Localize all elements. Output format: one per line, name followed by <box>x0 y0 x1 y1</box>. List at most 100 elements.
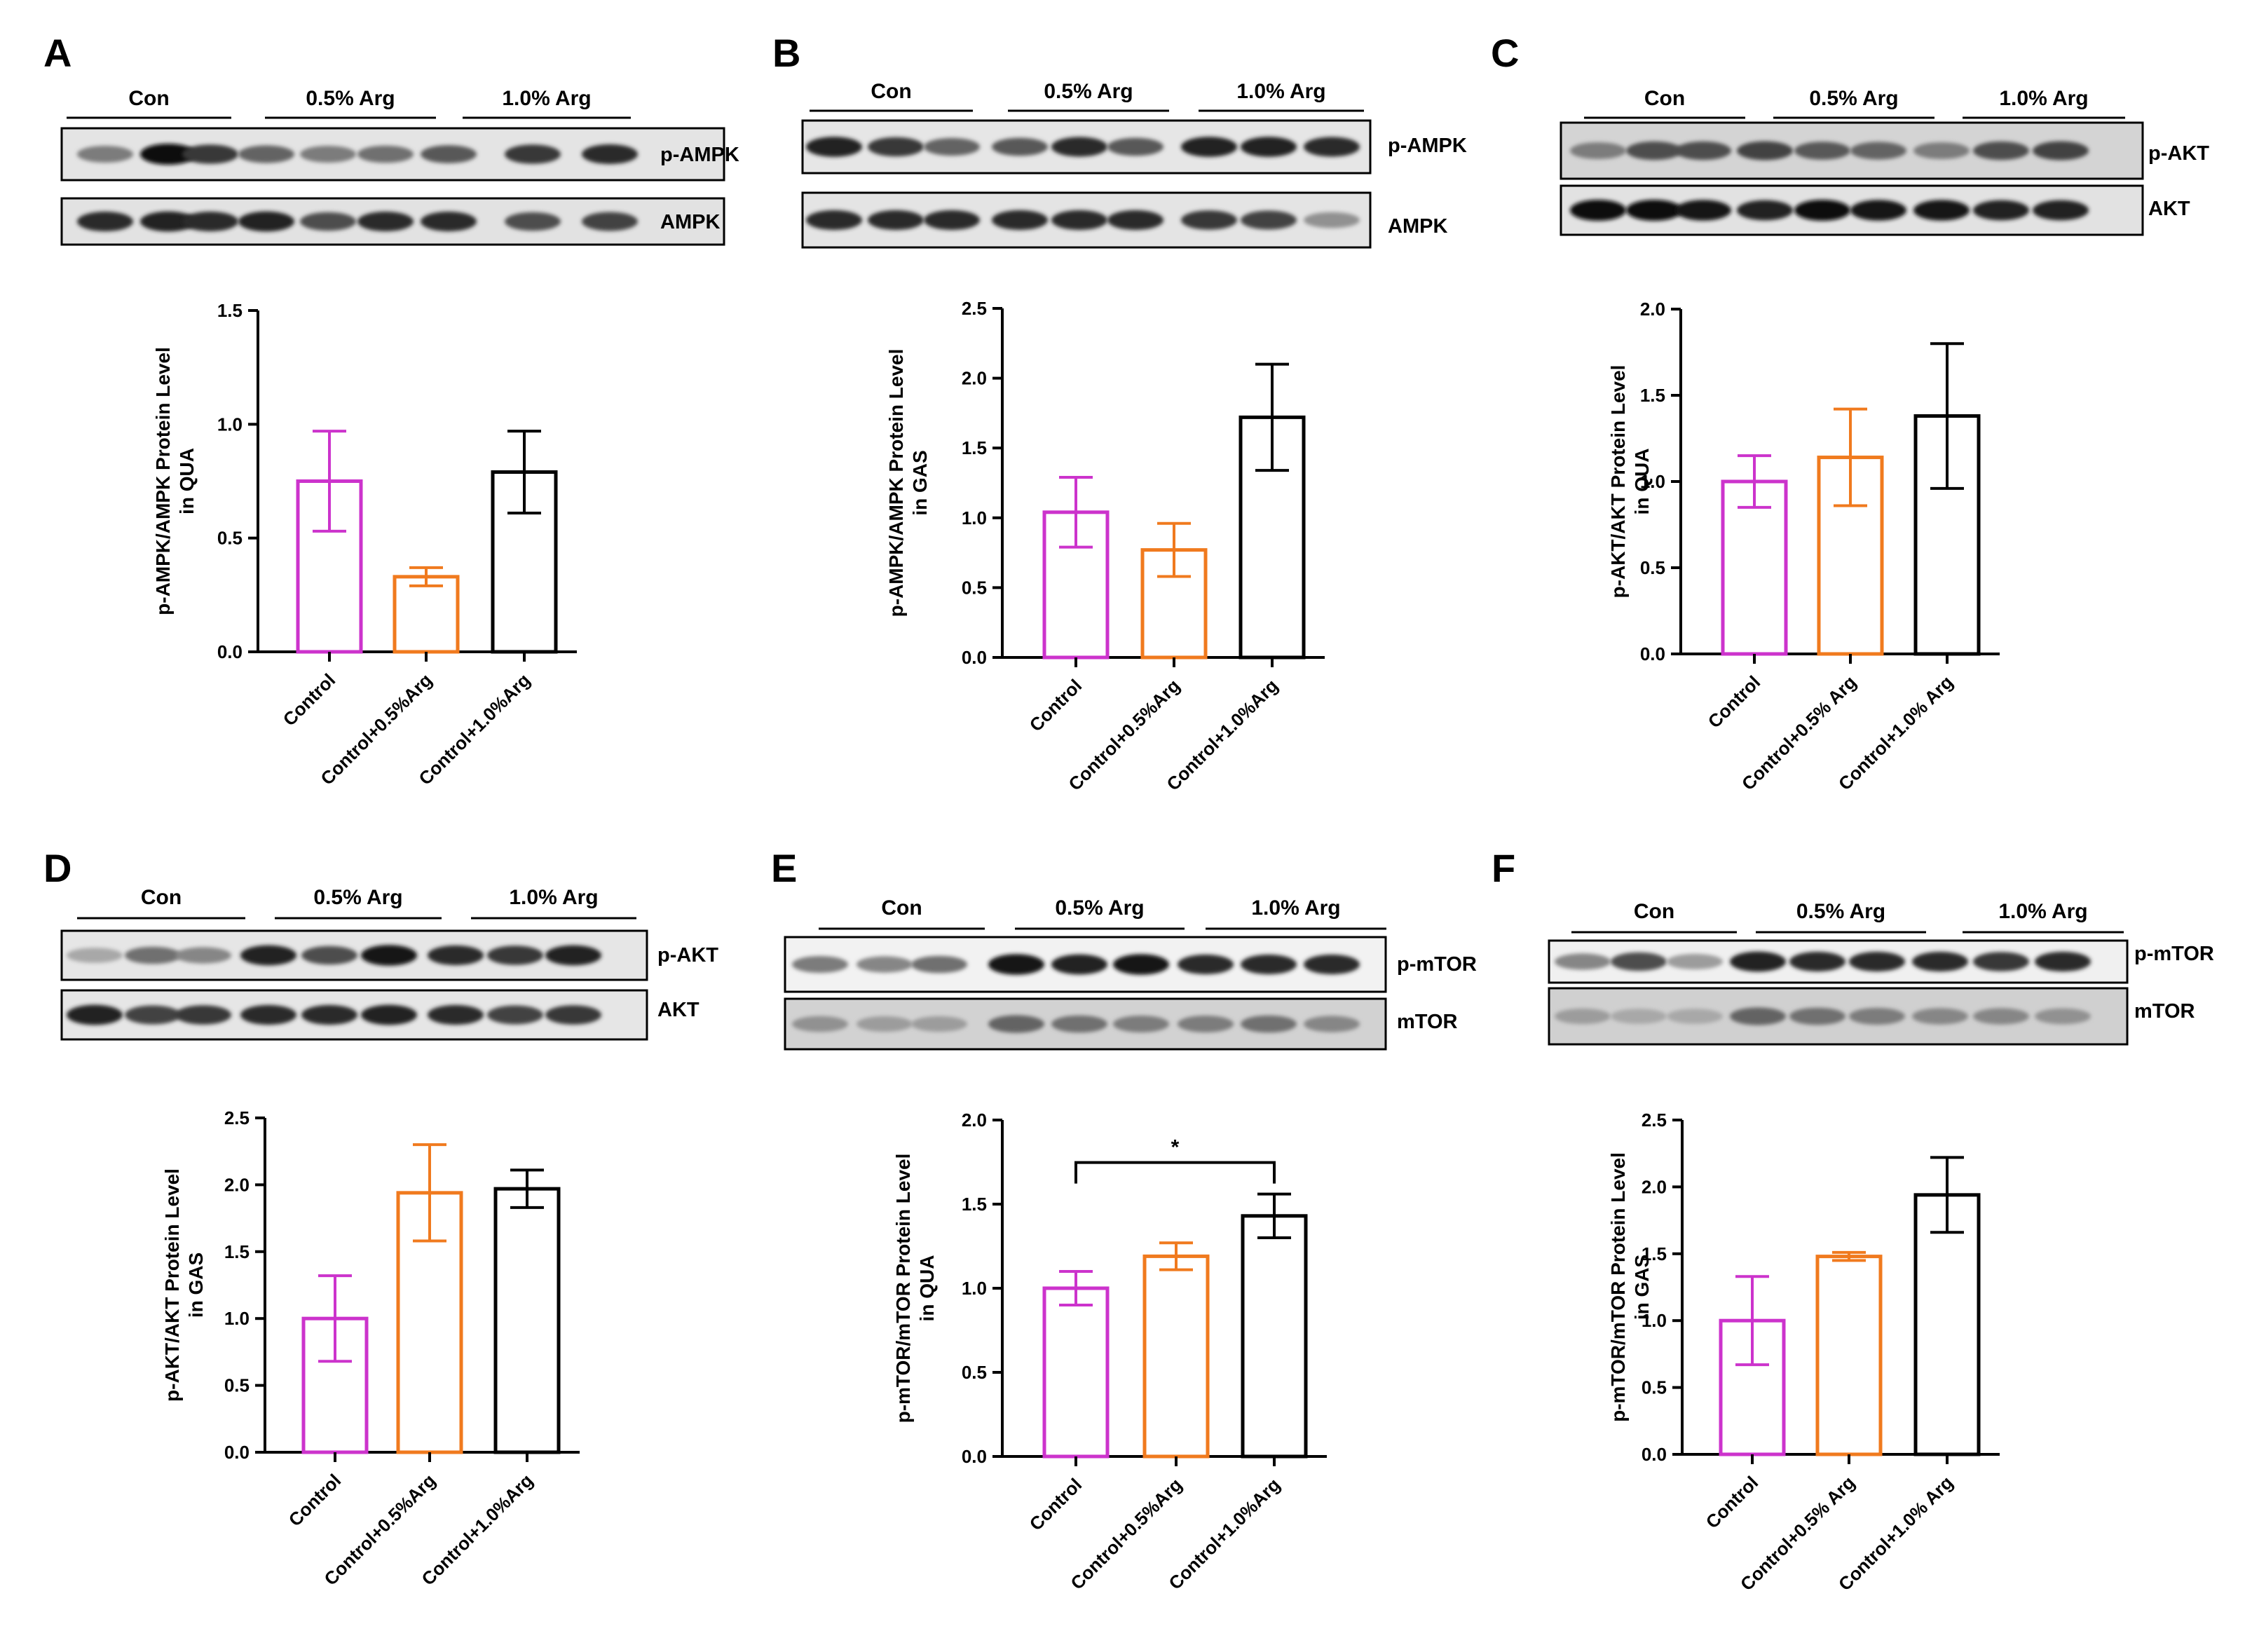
blot-strip <box>1560 184 2144 236</box>
blot-band <box>1611 1009 1667 1024</box>
y-tick-label: 2.0 <box>1640 299 1665 320</box>
blot-band <box>182 144 238 164</box>
blot-band <box>487 946 543 965</box>
blot-strip <box>60 929 648 981</box>
bar-3 <box>1913 1193 1981 1456</box>
panel-label: E <box>771 846 797 890</box>
band-label-mtor: mTOR <box>2134 1000 2195 1023</box>
blot-band <box>992 137 1048 156</box>
y-axis-label: p-AKT/AKT Protein Level in QUA <box>1607 365 1653 599</box>
blot-band <box>1849 1008 1905 1025</box>
y-axis-label-line: p-AKT/AKT Protein Level <box>1607 365 1629 599</box>
blot-band <box>1051 137 1107 157</box>
y-axis-label: p-AMPK/AMPK Protein Level in QUA <box>152 347 198 615</box>
y-axis-label-line: p-AKT/AKT Protein Level <box>161 1168 183 1402</box>
blot-band <box>1973 200 2029 221</box>
blot-strip <box>801 119 1372 175</box>
blot-band <box>1850 200 1906 221</box>
blot-band <box>1304 954 1360 975</box>
blot-band <box>924 210 980 231</box>
blot-band <box>125 946 181 964</box>
blot-band <box>1667 1009 1723 1024</box>
significance-bracket <box>1074 1161 1276 1184</box>
blot-strip <box>784 997 1387 1051</box>
category-label: Control <box>1025 675 1086 736</box>
blot-band <box>175 1005 231 1025</box>
y-axis-label-line: p-mTOR/mTOR Protein Level <box>892 1154 914 1424</box>
blot-band <box>240 1004 296 1025</box>
panel-label: F <box>1492 846 1515 890</box>
blot-band <box>300 212 356 231</box>
y-tick-label: 1.5 <box>962 1194 987 1215</box>
group-label: 1.0% Arg <box>1236 80 1325 103</box>
y-axis-label: p-AMPK/AMPK Protein Level in GAS <box>885 349 931 617</box>
blot-band <box>1675 200 1731 221</box>
blot-band <box>300 146 356 163</box>
blot-band <box>988 954 1044 975</box>
band-label-akt: AKT <box>2148 198 2190 220</box>
blot-strip <box>801 191 1372 249</box>
blot-band <box>357 145 414 163</box>
blot-band <box>505 212 561 231</box>
group-label: 1.0% Arg <box>1998 900 2087 923</box>
y-axis-label-line: in GAS <box>909 450 931 515</box>
blot-band <box>238 211 294 232</box>
bar-chart: 0.00.51.01.5ControlControl+0.5%ArgContro… <box>152 300 577 789</box>
group-label: 1.0% Arg <box>509 886 598 909</box>
blot-band <box>421 145 477 163</box>
blot-band <box>1789 951 1845 972</box>
y-tick-label: 0.0 <box>224 1442 250 1463</box>
blot-band <box>1051 954 1107 975</box>
blot-band <box>1241 137 1297 157</box>
band-label-ampk: AMPK <box>1388 215 1447 238</box>
blot-band <box>428 945 484 966</box>
band-label-p-ampk: p-AMPK <box>1388 135 1467 157</box>
panel-d: D Con 0.5% Arg 1.0% Arg p-AKT AKT 0.0 0.5 1.0 1.5… <box>43 846 718 1590</box>
group-label: 1.0% Arg <box>502 87 591 110</box>
blot-band <box>1973 141 2029 161</box>
bar-2 <box>1815 1255 1883 1456</box>
blot-band <box>1107 210 1164 231</box>
y-axis-label-line: p-mTOR/mTOR Protein Level <box>1607 1152 1629 1422</box>
bar-2 <box>1142 1254 1210 1459</box>
blot-strip <box>1548 987 2129 1046</box>
blot-band <box>1913 142 1970 159</box>
blot-band <box>545 945 601 966</box>
blot-band <box>2033 141 2089 161</box>
blot-band <box>1794 200 1850 221</box>
bar-1 <box>1042 1286 1110 1459</box>
blot-band <box>1912 1008 1968 1025</box>
blot-band <box>1611 952 1667 971</box>
blot-band <box>1973 952 2029 971</box>
y-axis-label-line: in QUA <box>176 448 198 514</box>
y-tick-label: 2.5 <box>224 1107 250 1128</box>
blot-band <box>77 211 133 232</box>
y-tick-label: 1.0 <box>224 1308 250 1329</box>
blot-band <box>67 948 123 963</box>
y-tick-label: 1.0 <box>1642 1310 1667 1331</box>
blot-band <box>1849 951 1905 972</box>
category-label: Control <box>1025 1474 1086 1535</box>
blot-band <box>357 211 414 232</box>
band-label-p-akt: p-AKT <box>657 944 718 967</box>
blot-band <box>1737 141 1793 161</box>
y-axis-label-line: in GAS <box>1631 1255 1653 1320</box>
blot-strip <box>784 936 1387 993</box>
blot-band <box>505 144 561 164</box>
category-label: Control <box>279 669 340 730</box>
blot-band <box>125 1005 181 1025</box>
blot-band <box>140 144 196 165</box>
y-tick-label: 1.0 <box>962 1278 987 1299</box>
y-axis-label-line: in QUA <box>916 1255 938 1322</box>
group-label: 0.5% Arg <box>313 886 402 909</box>
band-label-p-mtor: p-mTOR <box>1397 953 1477 976</box>
blot-band <box>1107 137 1164 156</box>
blot-band <box>868 210 924 231</box>
blot-band <box>1555 1008 1611 1025</box>
blot-band <box>2035 951 2091 972</box>
blot-strip <box>60 127 725 182</box>
group-label: 1.0% Arg <box>1999 87 2088 110</box>
blot-strip <box>1560 121 2144 180</box>
blot-band <box>857 956 913 973</box>
